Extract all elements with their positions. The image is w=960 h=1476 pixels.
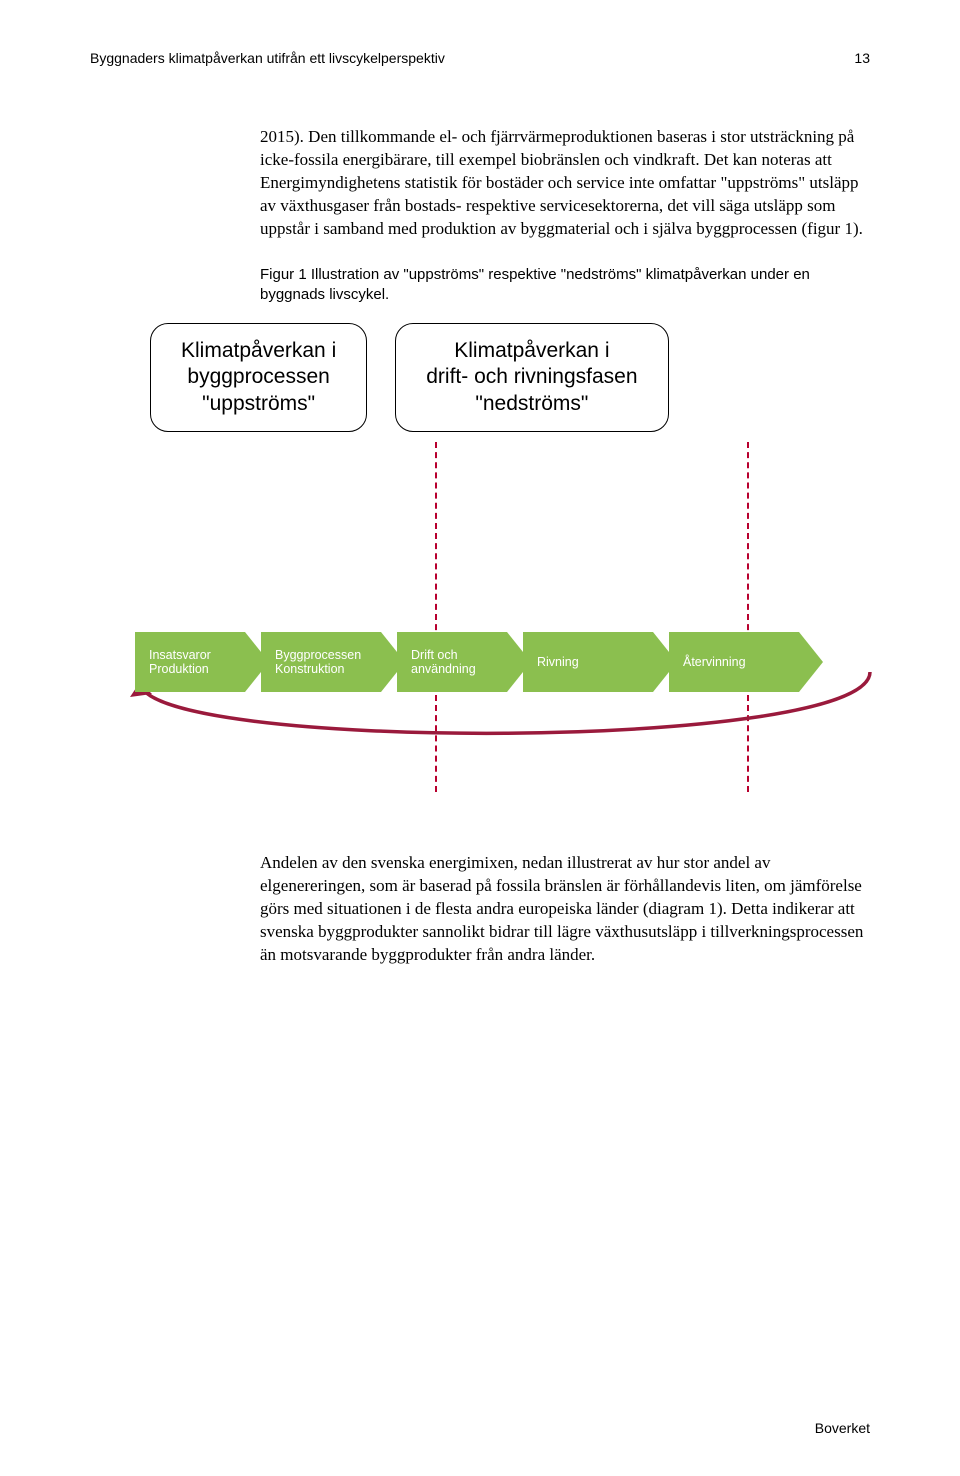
process-step-arrow: Rivning xyxy=(523,632,677,692)
page-number: 13 xyxy=(854,50,870,66)
process-step-arrow: Drift ochanvändning xyxy=(397,632,531,692)
footer-publisher: Boverket xyxy=(815,1420,870,1436)
running-title: Byggnaders klimatpåverkan utifrån ett li… xyxy=(90,50,445,66)
arrow-label-line: Konstruktion xyxy=(275,662,371,676)
process-arrows: InsatsvarorProduktionByggprocessenKonstr… xyxy=(135,632,815,692)
box-line: "nedströms" xyxy=(426,391,637,417)
arrow-label-line: Produktion xyxy=(149,662,235,676)
box-line: Klimatpåverkan i xyxy=(181,338,336,364)
box-line: "uppströms" xyxy=(181,391,336,417)
arrow-label-line: Rivning xyxy=(537,655,643,669)
arrow-label-line: Återvinning xyxy=(683,655,789,669)
figure-caption: Figur 1 Illustration av "uppströms" resp… xyxy=(260,265,870,306)
process-step-arrow: Återvinning xyxy=(669,632,823,692)
arrow-head-icon xyxy=(799,632,823,692)
arrow-label-line: användning xyxy=(411,662,497,676)
concept-boxes: Klimatpåverkan i byggprocessen "uppström… xyxy=(150,323,870,432)
box-line: Klimatpåverkan i xyxy=(426,338,637,364)
running-header: Byggnaders klimatpåverkan utifrån ett li… xyxy=(90,50,870,66)
arrow-label-line: Byggprocessen xyxy=(275,648,371,662)
flow-diagram: InsatsvarorProduktionByggprocessenKonstr… xyxy=(90,442,870,792)
paragraph-2: Andelen av den svenska energimixen, neda… xyxy=(260,852,870,967)
box-uppstroms: Klimatpåverkan i byggprocessen "uppström… xyxy=(150,323,367,432)
page: Byggnaders klimatpåverkan utifrån ett li… xyxy=(0,0,960,1476)
paragraph-1: 2015). Den tillkommande el- och fjärrvär… xyxy=(260,126,870,241)
box-line: drift- och rivningsfasen xyxy=(426,364,637,390)
box-line: byggprocessen xyxy=(181,364,336,390)
process-step-arrow: ByggprocessenKonstruktion xyxy=(261,632,405,692)
box-nedstroms: Klimatpåverkan i drift- och rivningsfase… xyxy=(395,323,668,432)
arrow-label-line: Insatsvaror xyxy=(149,648,235,662)
arrow-label-line: Drift och xyxy=(411,648,497,662)
process-step-arrow: InsatsvarorProduktion xyxy=(135,632,269,692)
